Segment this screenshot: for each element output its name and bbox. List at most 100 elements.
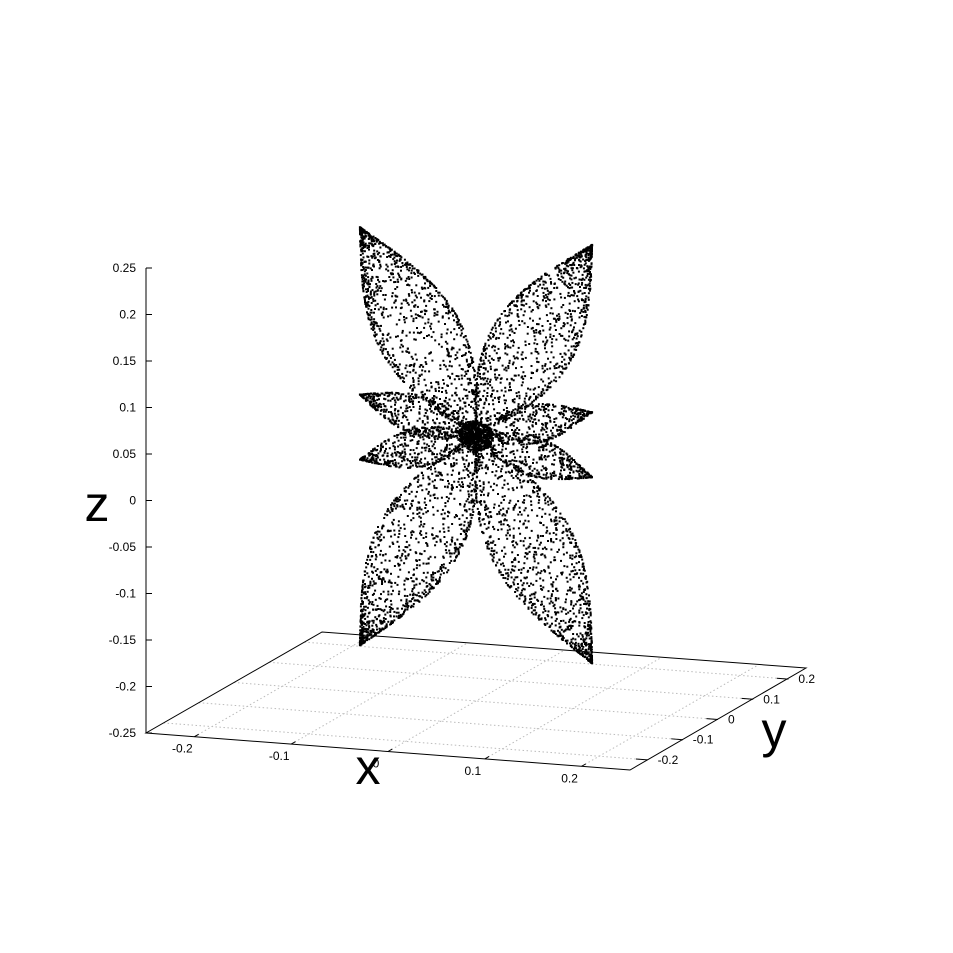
scatter-point <box>400 493 402 496</box>
scatter-point <box>582 591 585 593</box>
scatter-point <box>522 377 525 380</box>
scatter-point <box>505 465 508 468</box>
scatter-point <box>486 377 489 380</box>
scatter-point <box>421 435 424 438</box>
scatter-point <box>489 337 492 340</box>
scatter-point <box>398 590 401 593</box>
x-tick-3 <box>484 756 490 760</box>
z-tick-label-3: -0.1 <box>115 587 136 601</box>
scatter-point <box>436 437 439 440</box>
scatter-point <box>559 292 562 295</box>
scatter-point <box>466 340 469 343</box>
scatter-point <box>553 507 556 510</box>
scatter-point <box>379 553 382 556</box>
scatter-point <box>531 480 534 482</box>
scatter-point <box>360 259 363 262</box>
scatter-point <box>371 243 374 246</box>
scatter-point <box>367 622 370 625</box>
scatter-point <box>389 399 392 402</box>
scatter-point <box>566 589 569 592</box>
scatter-point <box>563 267 566 270</box>
scatter-point <box>480 410 483 413</box>
scatter-point <box>461 412 464 415</box>
scatter-point <box>519 294 522 297</box>
scatter-point <box>465 360 468 363</box>
scatter-point <box>564 344 567 347</box>
scatter-point <box>366 620 369 623</box>
scatter-point <box>403 487 406 490</box>
scatter-point <box>396 278 399 281</box>
scatter-point <box>492 540 495 543</box>
scatter-point <box>469 514 472 517</box>
scatter-point <box>580 638 583 641</box>
scatter-point <box>458 546 461 549</box>
scatter-point <box>391 541 394 544</box>
scatter-point <box>546 386 549 388</box>
scatter-point <box>521 351 524 354</box>
scatter-point <box>569 324 572 327</box>
scatter-point <box>383 243 386 246</box>
scatter-point <box>512 507 515 509</box>
scatter-point <box>446 368 449 371</box>
scatter-point <box>453 338 456 341</box>
scatter-point <box>382 410 385 413</box>
scatter-point <box>393 281 396 284</box>
scatter-point <box>360 597 363 600</box>
scatter-point <box>383 517 386 519</box>
scatter-point <box>405 577 408 580</box>
scatter-point <box>579 554 582 557</box>
scatter-point <box>569 556 572 559</box>
scatter-point <box>566 522 569 525</box>
scatter-point <box>561 371 564 374</box>
scatter-point <box>470 516 473 519</box>
scatter-point <box>448 398 451 401</box>
scatter-point <box>464 405 467 408</box>
grid-line-y-4 <box>304 641 789 680</box>
scatter-point <box>361 258 364 261</box>
scatter-point <box>544 624 547 626</box>
scatter-point <box>430 578 433 581</box>
scatter-point <box>453 480 456 483</box>
scatter-point <box>371 619 374 622</box>
scatter-point <box>553 365 556 368</box>
scatter-point <box>575 542 578 545</box>
scatter-point <box>585 314 588 316</box>
scatter-point <box>523 479 526 482</box>
scatter-point <box>590 639 593 642</box>
scatter-point <box>543 287 546 290</box>
scatter-point <box>385 570 388 573</box>
scatter-point <box>461 456 464 459</box>
scatter-point <box>537 617 540 619</box>
scatter-point <box>433 484 436 487</box>
scatter-point <box>476 475 479 478</box>
scatter-point <box>536 303 539 306</box>
scatter-point <box>479 372 481 375</box>
scatter-point <box>429 468 432 471</box>
scatter-point <box>394 497 397 500</box>
scatter-point <box>408 406 411 408</box>
scatter-point <box>383 408 386 411</box>
scatter-point <box>475 392 478 395</box>
scatter-point <box>415 358 418 361</box>
scatter-point <box>390 607 393 609</box>
scatter-point <box>513 569 516 572</box>
scatter-point <box>405 416 408 419</box>
scatter-point <box>435 540 438 543</box>
scatter-point <box>396 255 399 258</box>
scatter-point <box>489 380 491 383</box>
scatter-point <box>494 330 497 333</box>
scatter-point <box>469 519 472 522</box>
scatter-point <box>444 422 447 425</box>
scatter-point <box>504 386 507 389</box>
scatter-point <box>398 276 401 279</box>
scatter-point <box>407 392 410 395</box>
scatter-point <box>365 566 368 569</box>
scatter-point <box>432 573 435 576</box>
scatter-point <box>481 377 484 380</box>
scatter-point <box>554 624 557 627</box>
scatter-point <box>405 334 408 337</box>
scatter-point <box>366 282 369 285</box>
scatter-point <box>501 420 504 423</box>
scatter-point <box>517 391 520 394</box>
scatter-point <box>535 279 538 282</box>
